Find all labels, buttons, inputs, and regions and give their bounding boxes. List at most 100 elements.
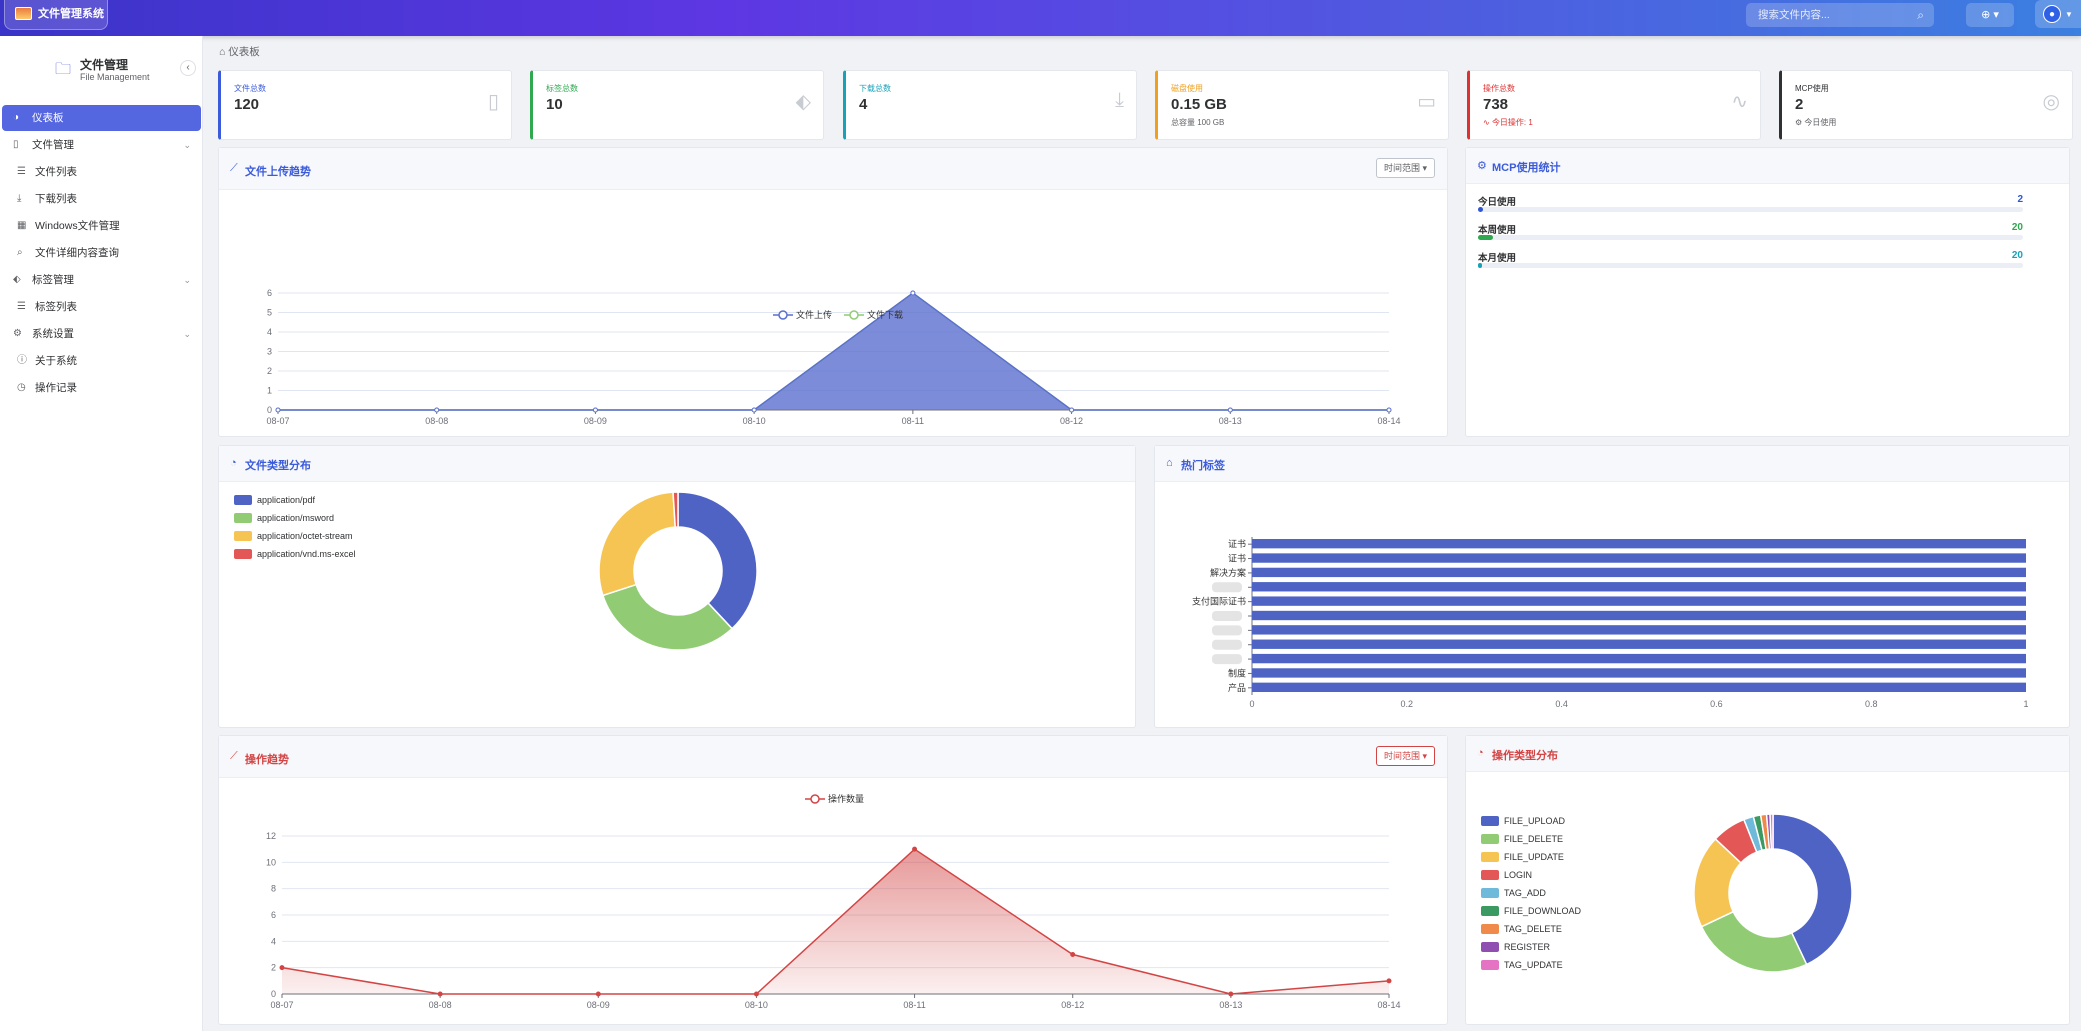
line-chart-icon: ⟋: [230, 162, 238, 174]
sidebar-item[interactable]: ⌕ 文件详细内容查询: [2, 240, 201, 266]
gear-icon: ⚙: [1795, 118, 1805, 127]
sidebar-item[interactable]: ▦ Windows文件管理: [2, 213, 201, 239]
sidebar-item[interactable]: ◑ 仪表板: [2, 105, 201, 131]
sidebar-item[interactable]: ⚙ 系统设置 ⌄: [2, 321, 201, 347]
sidebar-item-label: 文件管理: [32, 139, 74, 151]
tag-bar: [1252, 596, 2026, 606]
legend-swatch: [234, 531, 252, 541]
legend-label: 操作数量: [828, 793, 864, 804]
activity-icon: ⟋: [230, 750, 238, 762]
legend-item[interactable]: TAG_DELETE: [1481, 924, 1562, 934]
sidebar-item-label: 下载列表: [35, 193, 77, 205]
stat-card: 下载总数 4 ⤓: [843, 70, 1137, 140]
stat-label: 磁盘使用: [1171, 84, 1203, 93]
legend-label: FILE_DOWNLOAD: [1504, 906, 1582, 916]
sidebar-item-label: 文件详细内容查询: [35, 247, 119, 259]
operation-trend-title: 操作趋势: [245, 754, 289, 766]
collapse-sidebar-button[interactable]: ‹: [180, 60, 196, 76]
hot-tags-card: ⌂ 热门标签 0 0.2 0.4 0.6 0.8 1 产品 制度 支付国际证书 解决方案 证书 证书: [1154, 445, 2070, 728]
breadcrumb: ⌂ 仪表板: [219, 44, 260, 59]
stat-value: 10: [546, 96, 563, 113]
tag-bar: [1252, 610, 2026, 621]
tag-bar: [1252, 539, 2026, 549]
sidebar-item-label: 系统设置: [32, 328, 74, 340]
language-switch-button[interactable]: ⊕ ▾: [1966, 3, 2014, 27]
stat-card: MCP使用 2 ⚙ 今日使用 ◎: [1779, 70, 2073, 140]
sidebar-item[interactable]: ▯ 文件管理 ⌄: [2, 132, 201, 158]
x-tick-label: 08-14: [1377, 1000, 1400, 1010]
sidebar-item[interactable]: ◷ 操作记录: [2, 375, 201, 401]
operation-time-range-dropdown[interactable]: 时间范围 ▾: [1375, 746, 1435, 766]
sidebar-item[interactable]: ⬖ 标签管理 ⌄: [2, 267, 201, 293]
legend-item[interactable]: REGISTER: [1481, 942, 1550, 952]
legend-label: LOGIN: [1504, 870, 1533, 880]
legend-item[interactable]: TAG_UPDATE: [1481, 960, 1563, 970]
chevron-down-icon[interactable]: ⌄: [183, 329, 191, 339]
legend-item[interactable]: FILE_UPDATE: [1481, 852, 1564, 862]
legend-item[interactable]: application/octet-stream: [234, 531, 353, 541]
legend-item[interactable]: LOGIN: [1481, 870, 1532, 880]
y-tick-label: 10: [266, 857, 276, 867]
x-tick-label: 0.4: [1555, 699, 1568, 709]
x-tick-label: 08-09: [587, 1000, 610, 1010]
mcp-usage-fill: [1478, 235, 1494, 240]
user-menu-button[interactable]: ● ▼: [2035, 0, 2081, 28]
mcp-usage-fill: [1478, 207, 1484, 212]
download-icon: ⤓: [1115, 89, 1124, 111]
home-icon[interactable]: ⌂: [219, 46, 226, 58]
x-tick-label: 0.8: [1865, 699, 1878, 709]
x-tick-label: 08-12: [1061, 1000, 1084, 1010]
sidebar-brand: 🗀 文件管理 File Management ‹: [0, 54, 203, 94]
sidebar-item[interactable]: ⤓ 下载列表: [2, 186, 201, 212]
mcp-usage-value: 2: [2017, 194, 2023, 205]
x-tick-label: 0: [1249, 699, 1254, 709]
legend-marker: [849, 310, 859, 320]
legend-item[interactable]: FILE_DOWNLOAD: [1481, 906, 1581, 916]
legend-label: FILE_UPDATE: [1504, 852, 1564, 862]
legend-marker: [778, 310, 788, 320]
chevron-down-icon[interactable]: ⌄: [183, 275, 191, 285]
legend-swatch: [1481, 870, 1499, 880]
data-point: [1227, 407, 1233, 413]
stat-sub: 总容量 100 GB: [1171, 117, 1224, 128]
y-tick-label: 2: [267, 366, 272, 376]
mcp-icon: ◎: [2042, 91, 2060, 113]
y-tick-label: 4: [271, 936, 276, 946]
tag-bar: [1252, 682, 2026, 692]
x-tick-label: 08-10: [745, 1000, 768, 1010]
legend-item[interactable]: application/pdf: [234, 495, 315, 505]
sidebar-item[interactable]: ☰ 标签列表: [2, 294, 201, 320]
legend-item[interactable]: FILE_DELETE: [1481, 834, 1563, 844]
sidebar-item[interactable]: ⓘ 关于系统: [2, 348, 201, 374]
search-icon[interactable]: ⌕: [1917, 8, 1924, 22]
mcp-usage-label: 本月使用: [1478, 253, 1517, 264]
windows-icon: ▦: [17, 220, 27, 231]
data-point: [434, 407, 440, 413]
tag-bar: [1252, 639, 2026, 649]
app-logo[interactable]: 文件管理系统: [4, 0, 108, 30]
x-tick-label: 1: [2023, 699, 2028, 709]
legend-item[interactable]: FILE_UPLOAD: [1481, 816, 1565, 826]
upload-trend-title: 文件上传趋势: [245, 166, 311, 178]
x-tick-label: 08-11: [902, 416, 924, 426]
upload-trend-chart: 0 1 2 3 4 5 6 08-07 08-08 08-09 08-10 08-11 08-12 08-…: [266, 288, 1400, 426]
sidebar-menu: ◑ 仪表板 ▯ 文件管理 ⌄ ☰ 文件列表 ⤓ 下载列表 ▦ Windows文件管理 ⌕ 文件详细内容查…: [0, 104, 203, 401]
sidebar-item[interactable]: ☰ 文件列表: [2, 159, 201, 185]
upload-time-range-dropdown[interactable]: 时间范围 ▾: [1375, 158, 1435, 178]
legend-item[interactable]: application/msword: [234, 513, 334, 523]
brand-title: 文件管理: [80, 58, 129, 72]
stat-label: 标签总数: [546, 84, 578, 93]
data-point: [1228, 991, 1234, 997]
stat-sub-text: 总容量 100 GB: [1171, 118, 1225, 127]
data-point: [592, 407, 598, 413]
legend-swatch: [1481, 924, 1499, 934]
legend-swatch: [1481, 960, 1499, 970]
settings-icon: ⚙: [1477, 160, 1487, 172]
search-input[interactable]: 搜索文件内容... ⌕: [1746, 3, 1934, 27]
mcp-usage-label: 今日使用: [1478, 197, 1517, 208]
legend-item[interactable]: TAG_ADD: [1481, 888, 1546, 898]
chevron-down-icon[interactable]: ⌄: [183, 140, 191, 150]
y-tick-label: 0: [271, 989, 276, 999]
chevron-down-icon: ▼: [2065, 9, 2073, 19]
legend-item[interactable]: application/vnd.ms-excel: [234, 549, 356, 559]
